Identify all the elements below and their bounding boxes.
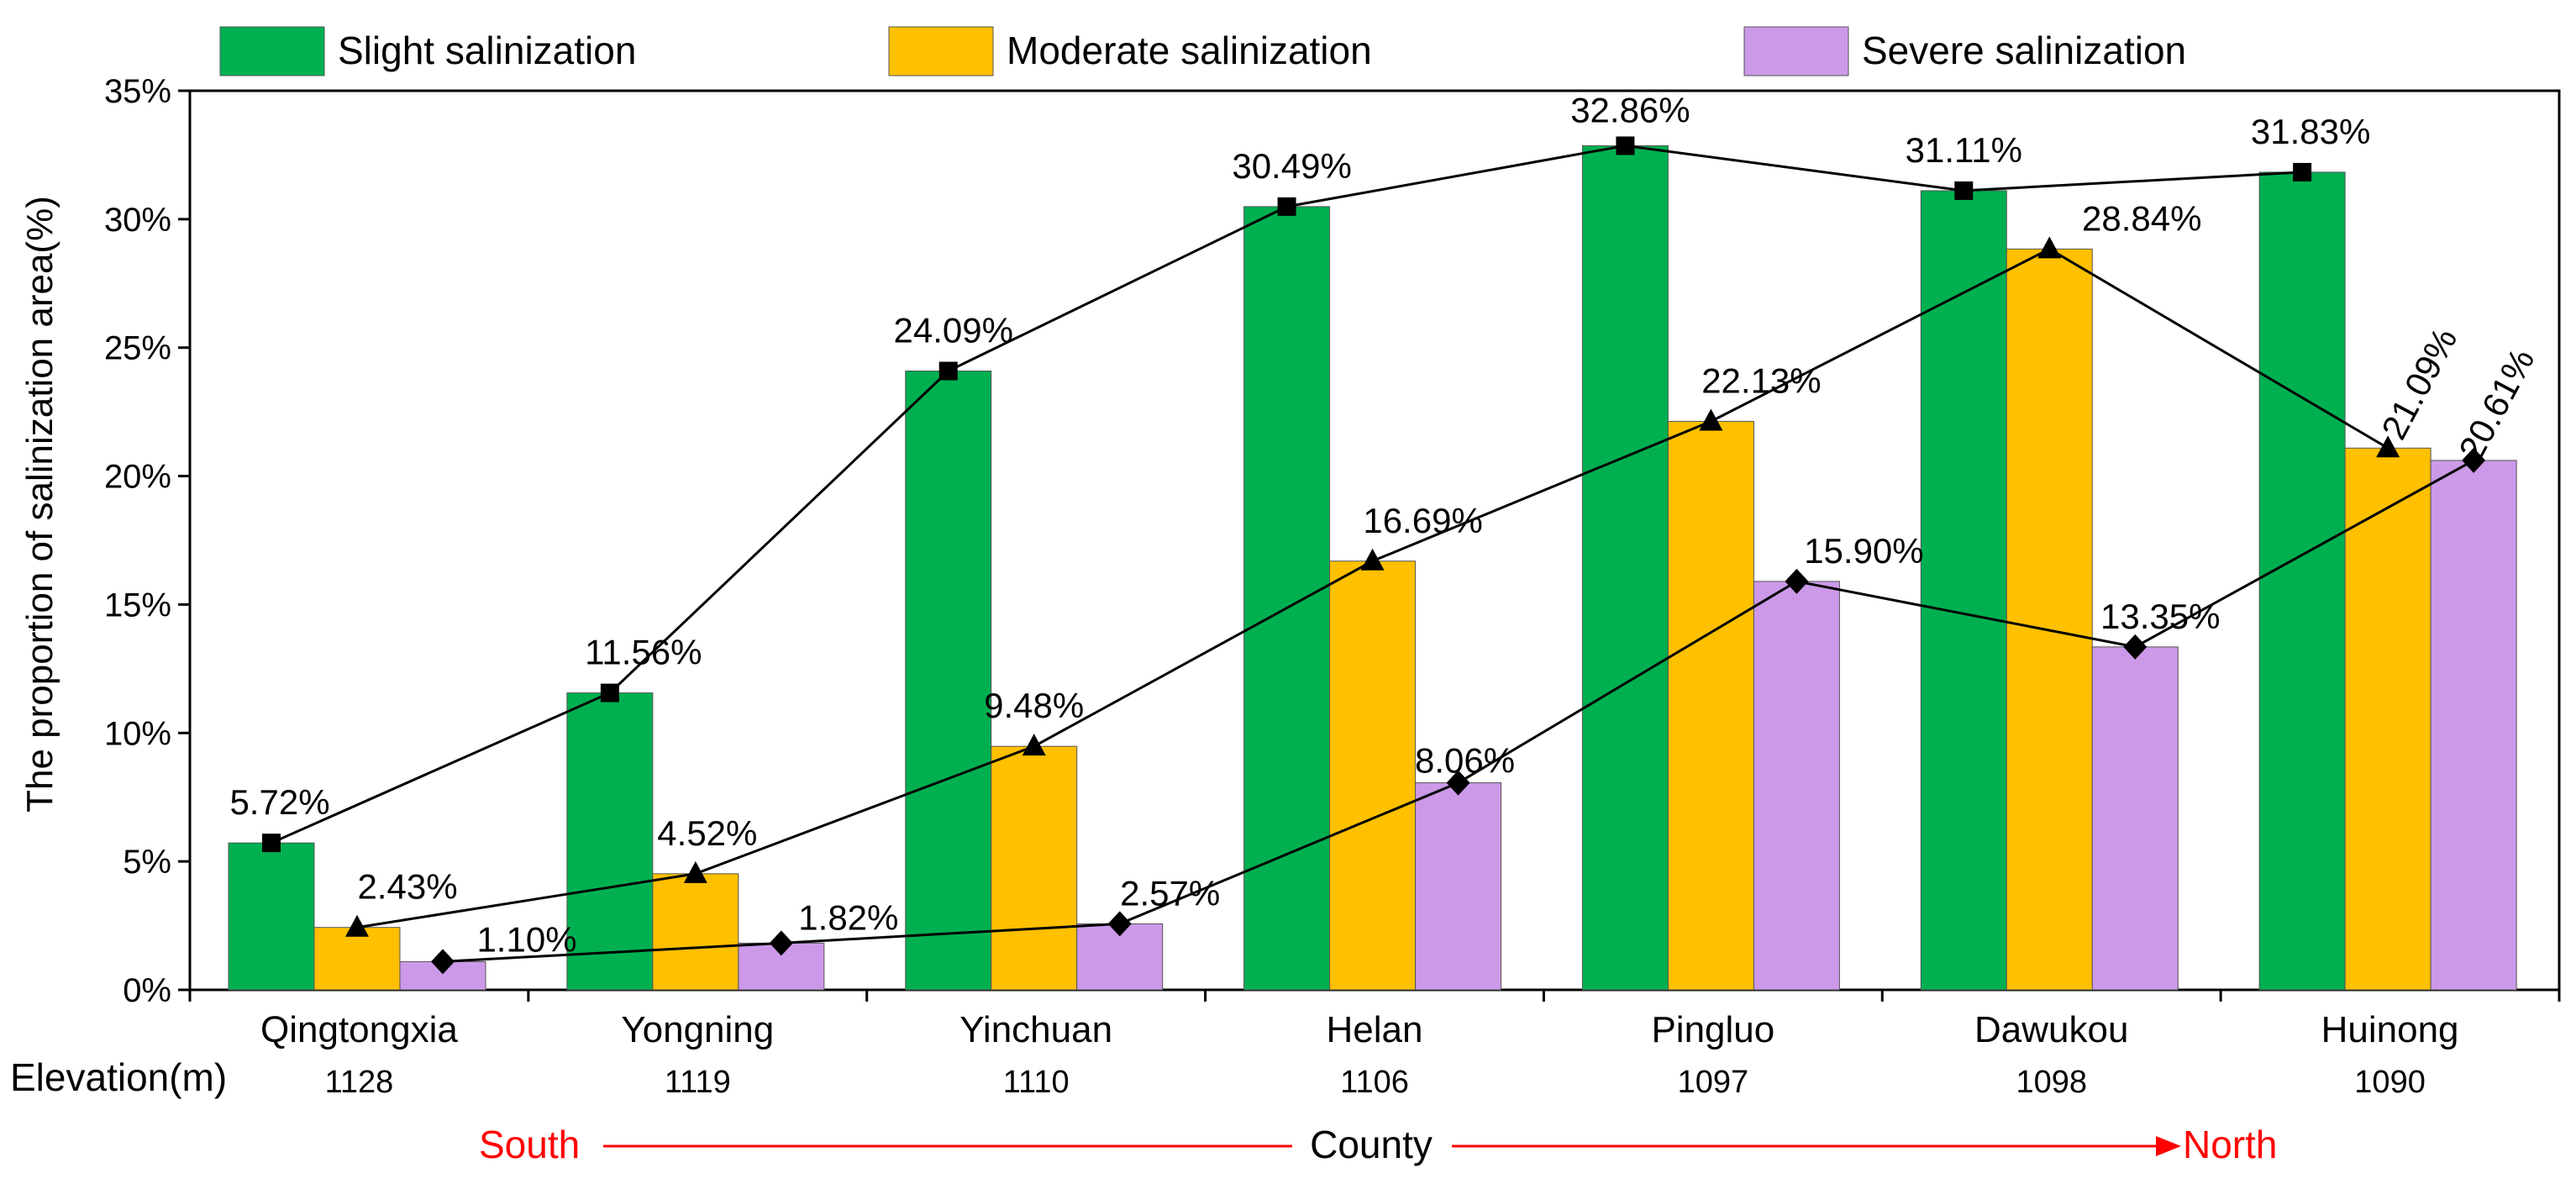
square-marker	[600, 683, 619, 702]
bar-triangle-series	[313, 927, 401, 991]
data-label: 2.43%	[357, 867, 457, 907]
bar-triangle-series	[2344, 447, 2431, 991]
category-label: Helan	[1327, 1009, 1423, 1050]
legend: Slight salinization Moderate salinization…	[219, 26, 2186, 76]
category-label: Pingluo	[1651, 1009, 1774, 1050]
direction-end-north: North	[2183, 1123, 2277, 1166]
y-tick-label: 25%	[104, 330, 171, 367]
data-label: 1.10%	[476, 919, 576, 959]
y-tick-label: 35%	[104, 73, 171, 110]
bar-square-series	[1243, 206, 1331, 991]
diamond-marker	[2462, 447, 2486, 473]
data-label: 5.72%	[229, 782, 329, 822]
triangle-marker	[1360, 548, 1385, 571]
category-label: Dawukou	[1974, 1009, 2128, 1050]
data-label: 22.13%	[1701, 360, 1821, 400]
bar-diamond-series	[399, 960, 486, 991]
square-marker	[1277, 197, 1296, 216]
category-label: Yinchuan	[959, 1009, 1112, 1050]
data-label: 31.83%	[2251, 112, 2370, 151]
data-label: 4.52%	[657, 813, 757, 853]
legend-label: Severe salinization	[1862, 29, 2186, 72]
data-label: 31.11%	[1906, 130, 2022, 170]
y-axis-title: The proportion of salinization area(%)	[19, 196, 60, 813]
bar-triangle-series	[2006, 248, 2093, 991]
direction-indicator: South County North	[479, 1123, 2277, 1166]
elevation-value: 1119	[665, 1065, 731, 1100]
bar-triangle-series	[652, 873, 739, 991]
legend-label: Slight salinization	[338, 29, 636, 72]
bar-diamond-series	[2091, 646, 2179, 991]
plot-area: 0% 5% 10% 15% 20% 25% 30% 35% 5.72% 11.56% 24.09% 3…	[104, 73, 2561, 1100]
triangle-marker	[345, 914, 369, 937]
bar-square-series	[1581, 145, 1669, 991]
elevation-value: 1097	[1678, 1065, 1749, 1100]
data-label: 8.06%	[1415, 741, 1515, 781]
elevation-value: 1106	[1340, 1065, 1409, 1100]
elevation-value: 1098	[2016, 1065, 2087, 1100]
data-label: 2.57%	[1120, 873, 1220, 913]
data-label: 16.69%	[1363, 501, 1482, 540]
direction-arrowhead	[2156, 1136, 2181, 1156]
legend-label: Moderate salinization	[1007, 29, 1372, 72]
diamond-marker	[2123, 634, 2148, 660]
bar-triangle-series	[1329, 560, 1417, 991]
direction-middle-county: County	[1310, 1123, 1433, 1166]
data-label: 30.49%	[1232, 146, 1351, 186]
diamond-marker	[769, 930, 793, 956]
bar-square-series	[228, 842, 315, 991]
elevation-title: Elevation(m)	[10, 1055, 227, 1099]
y-tick-label: 0%	[123, 972, 171, 1009]
data-label: 15.90%	[1804, 531, 1923, 571]
bar-square-series	[1920, 190, 2007, 991]
y-tick-label: 20%	[104, 459, 171, 496]
data-label: 32.86%	[1570, 90, 1690, 129]
category-label: Yongning	[621, 1009, 774, 1050]
elevation-value: 1110	[1003, 1065, 1070, 1100]
bar-square-series	[2258, 171, 2346, 991]
legend-swatch	[219, 26, 325, 76]
bar-triangle-series	[1667, 420, 1754, 991]
bar-diamond-series	[1415, 782, 1502, 991]
legend-swatch	[1743, 26, 1849, 76]
data-label: 24.09%	[893, 311, 1012, 350]
square-marker	[938, 361, 958, 381]
y-tick-label: 10%	[104, 715, 171, 752]
data-label: 13.35%	[2100, 597, 2220, 636]
data-label: 11.56%	[585, 633, 702, 672]
direction-start-south: South	[479, 1123, 580, 1166]
square-marker	[1954, 181, 1974, 200]
triangle-marker	[1022, 734, 1046, 756]
data-label: 28.84%	[2082, 198, 2201, 238]
category-label: Huinong	[2321, 1009, 2459, 1050]
category-label: Qingtongxia	[260, 1009, 458, 1050]
diamond-marker	[1107, 911, 1132, 937]
diamond-marker	[1446, 770, 1470, 796]
triangle-marker	[2376, 435, 2400, 458]
triangle-marker	[683, 860, 707, 883]
elevation-value: 1090	[2354, 1065, 2426, 1100]
data-label: 20.61%	[2451, 342, 2542, 466]
diamond-marker	[1785, 568, 1809, 594]
bar-diamond-series	[2430, 460, 2517, 991]
legend-swatch	[888, 26, 994, 76]
bar-square-series	[905, 371, 992, 991]
triangle-marker	[1699, 408, 1723, 431]
diamond-marker	[431, 949, 455, 975]
y-tick-label: 5%	[123, 844, 171, 881]
square-marker	[2293, 162, 2312, 182]
y-tick-label: 15%	[104, 587, 171, 623]
elevation-value: 1128	[325, 1065, 394, 1100]
data-label: 1.82%	[798, 897, 898, 937]
data-label: 9.48%	[984, 686, 1084, 725]
data-label: 21.09%	[2374, 322, 2464, 446]
bar-triangle-series	[991, 745, 1078, 991]
bar-square-series	[566, 692, 654, 991]
y-tick-label: 30%	[104, 202, 171, 239]
square-marker	[1616, 136, 1635, 155]
triangle-marker	[2037, 236, 2062, 259]
bar-diamond-series	[1753, 581, 1840, 991]
square-marker	[262, 834, 281, 853]
